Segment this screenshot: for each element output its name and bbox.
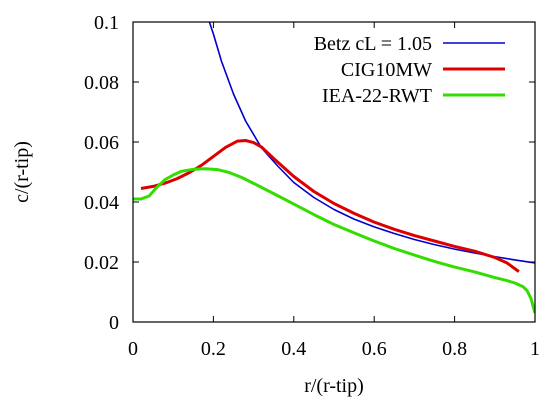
y-tick-label: 0.06 [84,132,119,154]
y-tick-label: 0.04 [84,192,119,214]
x-tick-label: 0 [128,338,138,360]
y-tick-label: 0.08 [84,72,119,94]
plot-frame [132,21,536,323]
series-cig10mw-line [140,139,520,273]
x-tick-label: 0.8 [442,338,467,360]
x-tick-label: 0.6 [362,338,387,360]
legend-label-iea-22-rwt: IEA-22-RWT [322,85,432,107]
x-axis-title: r/(r-tip) [304,375,364,397]
x-tick-label: 1 [530,338,540,360]
legend: Betz cL = 1.05 CIG10MW IEA-22-RWT [314,33,505,107]
y-tick-label: 0 [109,312,119,334]
series-iea-22-rwt-line [133,167,535,314]
legend-label-cig10mw: CIG10MW [341,59,432,81]
x-tick-label: 0.2 [201,338,226,360]
series-betz-line [208,22,535,264]
series-layer [133,22,535,314]
y-tick-label: 0.02 [84,252,119,274]
y-tick-label: 0.1 [94,12,119,34]
legend-label-betz: Betz cL = 1.05 [314,33,432,55]
ticks-layer: 0 0.2 0.4 0.6 0.8 1 0 0.02 0.04 0.06 0.08 0.1 [84,12,540,360]
x-tick-label: 0.4 [281,338,306,360]
y-axis-title: c/(r-tip) [11,141,33,203]
